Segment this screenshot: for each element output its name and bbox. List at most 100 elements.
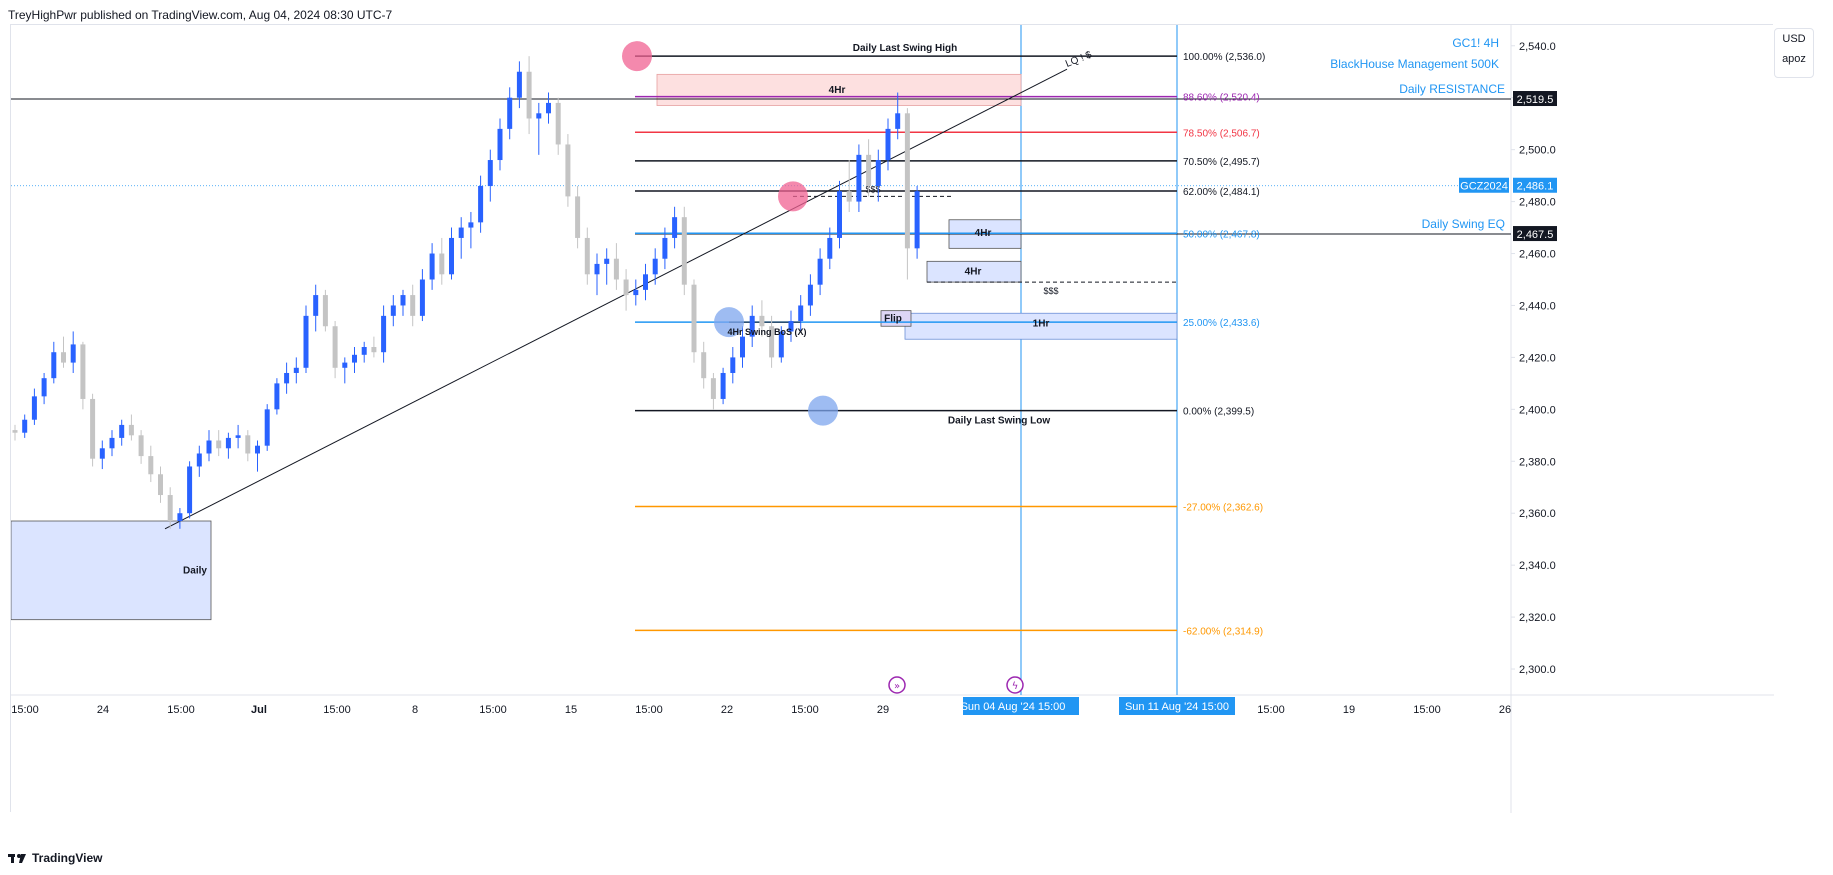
x-tick-label: 24 bbox=[97, 704, 109, 716]
candle-body bbox=[158, 474, 163, 496]
candle-body bbox=[332, 326, 338, 368]
candle-body bbox=[604, 258, 610, 264]
candle-body bbox=[313, 295, 319, 316]
candle-body bbox=[740, 336, 745, 358]
chart-area[interactable]: 2,300.0 2,320.0 2,340.0 2,360.0 2,380.0 2,400… bbox=[10, 24, 1774, 813]
y-tick-label: 2,380.0 bbox=[1519, 456, 1556, 468]
candle-body bbox=[303, 315, 309, 368]
x-tick-label: 15:00 bbox=[791, 704, 819, 716]
swing-low-circle bbox=[808, 395, 838, 426]
candle-body bbox=[885, 128, 891, 161]
x-tick-label: 15:00 bbox=[11, 704, 39, 716]
tradingview-logo-icon bbox=[8, 854, 26, 863]
fib-level-label: 70.50% (2,495.7) bbox=[1183, 157, 1260, 168]
candle-body bbox=[381, 315, 387, 353]
candle-body bbox=[109, 437, 115, 449]
zone-4hr-a-label: 4Hr bbox=[975, 228, 992, 239]
lightning-icon-glyph: ϟ bbox=[1012, 681, 1019, 692]
candle-body bbox=[701, 352, 707, 379]
candle-body bbox=[12, 430, 18, 433]
candle-body bbox=[235, 435, 241, 438]
y-tick-label: 2,500.0 bbox=[1519, 145, 1556, 157]
x-tick-label: Jul bbox=[251, 704, 267, 716]
candle-body bbox=[400, 295, 406, 306]
currency-selector[interactable]: USD apoz bbox=[1774, 28, 1814, 78]
candle-body bbox=[90, 398, 96, 459]
candle-body bbox=[875, 160, 881, 187]
x-tick-label: 15:00 bbox=[1257, 704, 1285, 716]
candle-body bbox=[817, 258, 823, 285]
x-tick-label: 15:00 bbox=[479, 704, 507, 716]
price-chart[interactable]: 2,300.0 2,320.0 2,340.0 2,360.0 2,380.0 2,400… bbox=[11, 25, 1774, 813]
candle-body bbox=[594, 263, 600, 275]
candle-body bbox=[196, 453, 202, 467]
candle-body bbox=[293, 367, 299, 373]
candle-body bbox=[710, 378, 716, 399]
candle-body bbox=[497, 128, 503, 161]
candle-body bbox=[827, 237, 833, 259]
candle-body bbox=[429, 253, 435, 280]
candle-body bbox=[895, 113, 901, 129]
y-tick-label: 2,360.0 bbox=[1519, 508, 1556, 520]
currency-label: USD bbox=[1782, 33, 1806, 45]
fib-level-label: -62.00% (2,314.9) bbox=[1183, 626, 1263, 637]
lightning-icon bbox=[1006, 676, 1024, 694]
candle-body bbox=[61, 352, 66, 363]
candle-body bbox=[749, 315, 755, 337]
candle-body bbox=[643, 274, 648, 290]
candle-body bbox=[720, 372, 726, 399]
candle-body bbox=[390, 305, 396, 316]
price-tag-label: 2,486.1 bbox=[1517, 181, 1554, 193]
price-tag bbox=[1513, 177, 1557, 193]
fib-level-label: 62.00% (2,484.1) bbox=[1183, 187, 1260, 198]
fib-level-label: -27.00% (2,362.6) bbox=[1183, 502, 1263, 513]
candle-body bbox=[778, 331, 784, 358]
y-tick-label: 2,320.0 bbox=[1519, 612, 1556, 624]
candle-body bbox=[361, 347, 367, 355]
y-tick-label: 2,340.0 bbox=[1519, 560, 1556, 572]
candle-body bbox=[41, 378, 47, 397]
candle-body bbox=[274, 383, 280, 410]
fib-level-label: 0.00% (2,399.5) bbox=[1183, 407, 1254, 418]
candle-body bbox=[167, 495, 173, 522]
candle-body bbox=[458, 227, 464, 238]
candle-body bbox=[264, 409, 270, 446]
candle-body bbox=[119, 424, 125, 438]
x-tick-label: 15:00 bbox=[635, 704, 663, 716]
candle-body bbox=[623, 279, 629, 296]
price-tag-label: 2,519.5 bbox=[1517, 94, 1554, 106]
trendline bbox=[164, 68, 1068, 530]
bos-label: 4Hr Swing BoS (X) bbox=[727, 327, 806, 337]
candle-body bbox=[914, 191, 920, 249]
daily-high-label: Daily Last Swing High bbox=[853, 43, 957, 54]
forward-replay-icon bbox=[888, 676, 906, 694]
candle-body bbox=[613, 258, 619, 280]
y-tick-label: 2,540.0 bbox=[1519, 41, 1556, 53]
x-tick-label: 8 bbox=[412, 704, 418, 716]
x-tick-label: 15:00 bbox=[1413, 704, 1441, 716]
liquidity-label-a: $$$ bbox=[865, 184, 880, 194]
price-tag-label: 2,467.5 bbox=[1517, 229, 1554, 241]
candle-body bbox=[487, 160, 493, 187]
daily-swing-eq-label: Daily Swing EQ bbox=[1422, 217, 1505, 231]
y-tick-label: 2,440.0 bbox=[1519, 300, 1556, 312]
daily-low-label: Daily Last Swing Low bbox=[948, 416, 1050, 427]
time-highlight-aug11 bbox=[1119, 697, 1235, 715]
candle-body bbox=[555, 102, 561, 145]
zone-daily-label: Daily bbox=[183, 565, 207, 576]
zone-4hr-top bbox=[656, 73, 1022, 106]
candle-body bbox=[419, 279, 425, 316]
candle-body bbox=[769, 326, 775, 358]
candle-body bbox=[730, 357, 736, 373]
candle-body bbox=[99, 448, 105, 459]
candle-body bbox=[22, 419, 28, 433]
candle-body bbox=[255, 445, 260, 454]
candle-body bbox=[846, 191, 852, 202]
chart-subtitle: BlackHouse Management 500K bbox=[1330, 57, 1499, 71]
x-tick-label: 29 bbox=[877, 704, 889, 716]
candle-body bbox=[866, 154, 872, 187]
liquidity-label-b: $$$ bbox=[1043, 286, 1058, 296]
fib-level-label: 88.60% (2,520.4) bbox=[1183, 93, 1260, 104]
x-tick-label: 22 bbox=[721, 704, 733, 716]
candle-body bbox=[148, 456, 154, 475]
